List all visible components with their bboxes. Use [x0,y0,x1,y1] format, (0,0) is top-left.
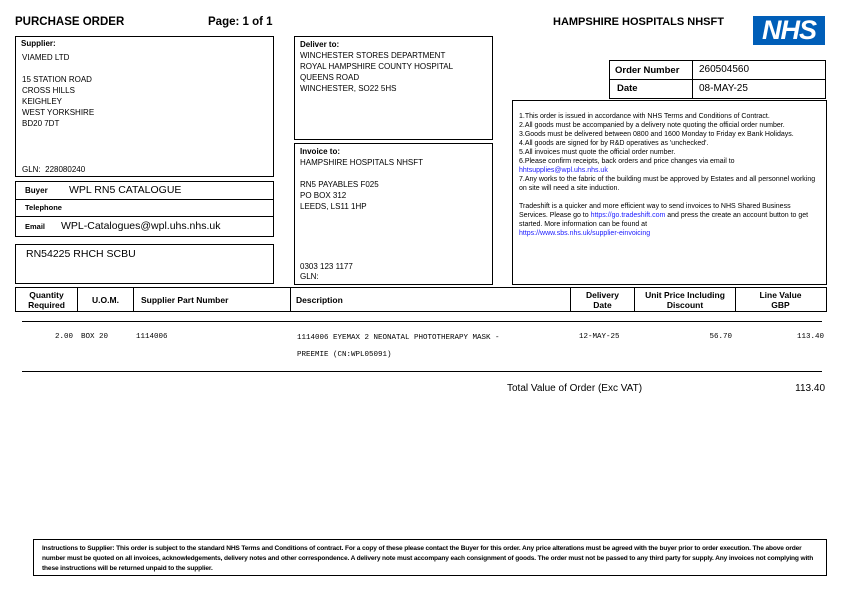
col-quantity: Quantity Required [16,288,78,311]
deliver-to-address: Deliver to: WINCHESTER STORES DEPARTMENT… [300,40,454,93]
invoice-to-address: Invoice to: HAMPSHIRE HOSPITALS NHSFT RN… [300,147,423,211]
buyer-box: Buyer WPL RN5 CATALOGUE Telephone Email … [15,181,274,237]
supplier-address: VIAMED LTD 15 STATION ROAD CROSS HILLS K… [22,53,95,128]
buyer-name: WPL RN5 CATALOGUE [69,184,182,196]
buyer-row: Buyer WPL RN5 CATALOGUE [16,182,273,200]
deliver-to-box: Deliver to: WINCHESTER STORES DEPARTMENT… [294,36,493,140]
total-label: Total Value of Order (Exc VAT) [507,383,643,394]
supplier-label: Supplier: [21,39,56,48]
col-line-value: Line Value GBP [759,289,802,310]
supplier-box: Supplier: VIAMED LTD 15 STATION ROAD CRO… [15,36,274,177]
reference-text: RN54225 RHCH SCBU [26,248,136,260]
col-part-number: Supplier Part Number [134,288,291,311]
tradeshift-link[interactable]: https://go.tradeshift.com [590,212,666,219]
supplier-instructions-box: Instructions to Supplier: This order is … [33,539,827,576]
document-title: PURCHASE ORDER [15,16,125,28]
terms-email-link[interactable]: hhtsupplies@wpl.uhs.nhs.uk [519,167,608,174]
invoice-to-box: Invoice to: HAMPSHIRE HOSPITALS NHSFT RN… [294,143,493,285]
table-header: Quantity Required U.O.M. Supplier Part N… [15,287,827,312]
invoice-phone: 0303 123 1177 [300,262,353,271]
total-value: 113.40 [795,383,825,394]
col-unit-price: Unit Price Including Discount [635,288,736,311]
organisation-name: HAMPSHIRE HOSPITALS NHSFT [553,16,724,28]
nhs-logo: NHS [753,16,825,45]
terms-text: 1.This order is issued in accordance wit… [519,112,819,238]
divider [22,371,822,372]
order-details-box: Order Number 260504560 Date 08-MAY-25 [609,60,826,99]
table-row: 2.00 BOX 20 1114006 1114006 EYEMAX 2 NEO… [55,333,824,359]
page-indicator: Page: 1 of 1 [208,16,273,28]
order-number: 260504560 [699,64,750,75]
invoice-gln: GLN: [300,272,319,281]
col-description: Description [291,288,571,311]
email-row: Email WPL-Catalogues@wpl.uhs.nhs.uk [25,220,221,232]
col-uom: U.O.M. [78,288,134,311]
order-date: 08-MAY-25 [699,83,748,94]
divider [22,321,822,322]
col-delivery-date: Delivery Date [571,288,635,311]
buyer-email[interactable]: WPL-Catalogues@wpl.uhs.nhs.uk [61,220,221,232]
reference-box: RN54225 RHCH SCBU [15,244,274,284]
telephone-row: Telephone [16,200,273,217]
supplier-instructions: Instructions to Supplier: This order is … [42,545,814,572]
terms-box: 1.This order is issued in accordance wit… [512,100,827,285]
supplier-gln: GLN: 228080240 [22,165,86,174]
sbs-einvoicing-link[interactable]: https://www.sbs.nhs.uk/supplier-einvoici… [519,230,651,237]
